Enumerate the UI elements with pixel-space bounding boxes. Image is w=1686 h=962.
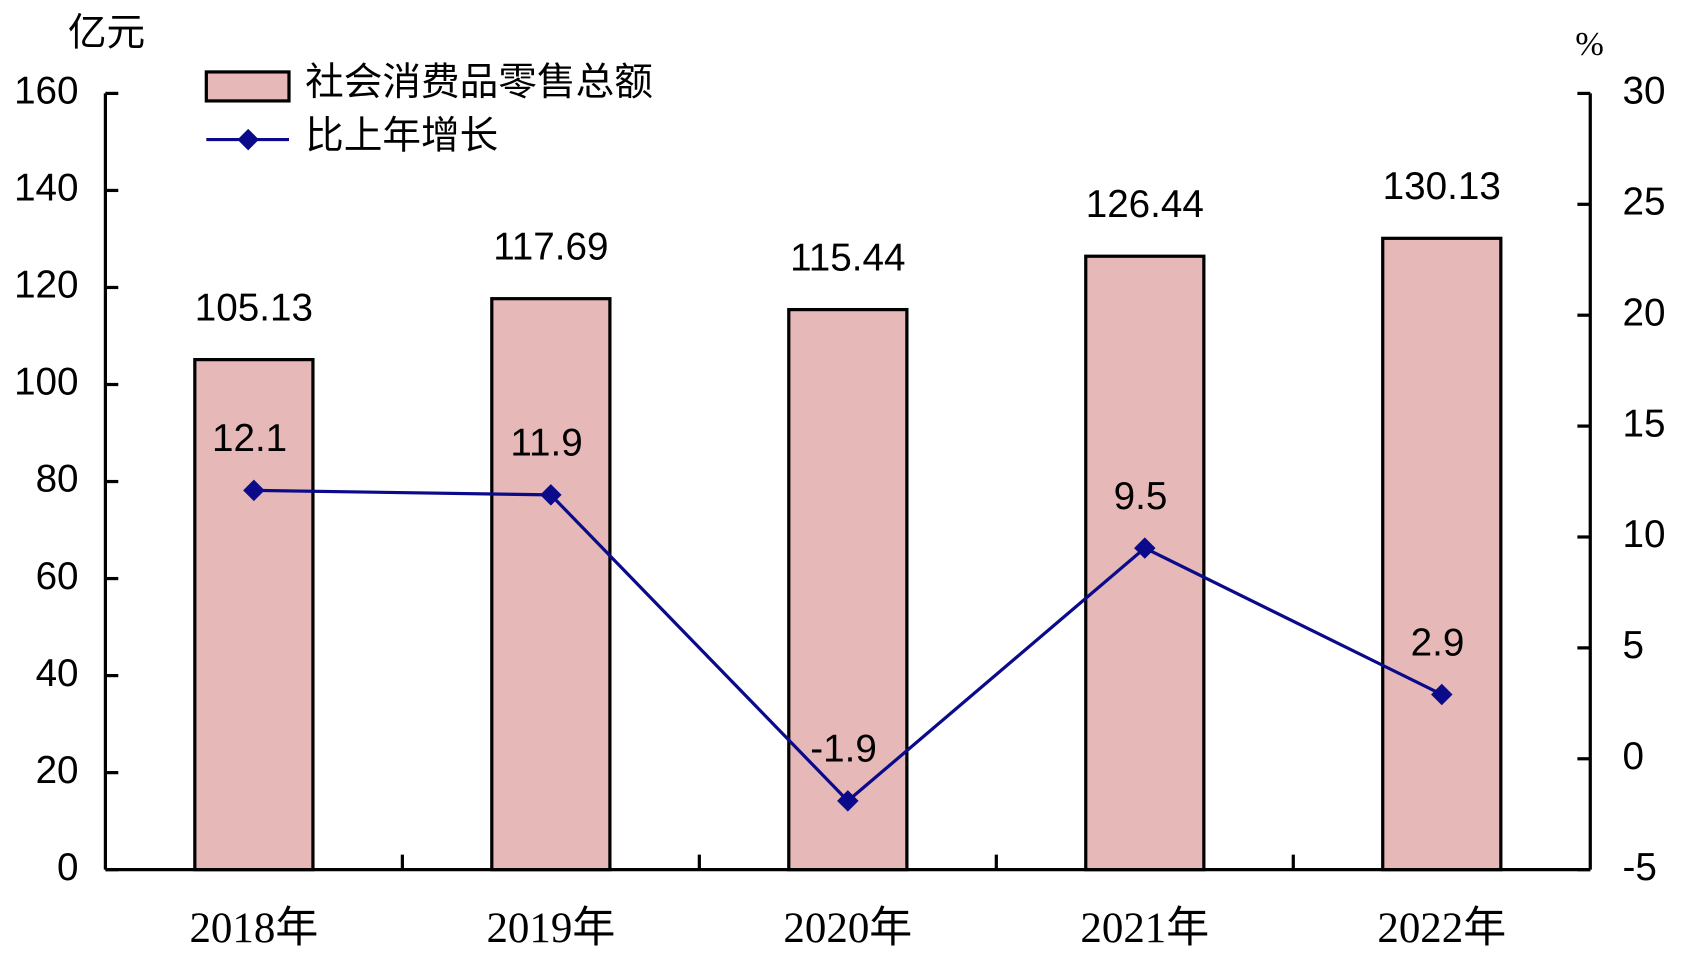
y-tick-label: 60 — [36, 555, 79, 598]
line-value-label: 2.9 — [1411, 621, 1465, 664]
bar — [787, 307, 909, 872]
y-tick-label: 80 — [36, 458, 79, 501]
line-marker — [243, 479, 265, 502]
bar-value-label: 130.13 — [1383, 165, 1501, 208]
bar — [490, 297, 612, 872]
legend-marker — [237, 128, 259, 151]
line-marker — [540, 484, 562, 506]
bar-value-label: 126.44 — [1086, 183, 1204, 226]
legend-swatch — [204, 70, 291, 103]
line-value-label: 9.5 — [1114, 475, 1168, 518]
x-tick-label: 2022年 — [1377, 905, 1506, 952]
x-tick-label: 2019年 — [486, 905, 615, 952]
y2-tick-label: 5 — [1622, 624, 1644, 667]
y-axis-unit: 亿元 — [68, 12, 145, 54]
y-tick-label: 120 — [14, 264, 78, 307]
y-tick-label: 140 — [14, 167, 78, 210]
legend-label: 比上年增长 — [305, 114, 498, 157]
line-value-label: 11.9 — [510, 422, 582, 465]
line-marker — [1431, 683, 1453, 706]
y-tick-label: 160 — [14, 70, 78, 113]
bar — [193, 358, 315, 872]
y2-tick-label: 0 — [1622, 735, 1644, 778]
y2-tick-label: 20 — [1622, 291, 1665, 334]
bar-value-label: 117.69 — [493, 225, 608, 268]
y-tick-label: 20 — [36, 749, 79, 792]
y2-tick-label: 10 — [1622, 513, 1665, 556]
bar-value-label: 115.44 — [790, 236, 905, 279]
x-tick-label: 2020年 — [783, 905, 912, 952]
y2-tick-label: 25 — [1622, 181, 1665, 224]
bar — [1084, 254, 1206, 872]
bar-value-label: 105.13 — [195, 286, 313, 329]
line-value-label: -1.9 — [810, 728, 877, 771]
x-tick-label: 2021年 — [1080, 905, 1209, 952]
y2-tick-label: -5 — [1622, 846, 1656, 889]
legend-label: 社会消费品零售总额 — [305, 61, 653, 104]
bar — [1381, 236, 1503, 872]
line-value-label: 12.1 — [212, 417, 287, 460]
y-tick-label: 40 — [36, 652, 79, 695]
y-tick-label: 100 — [14, 361, 78, 404]
y-tick-label: 0 — [57, 846, 79, 889]
y2-tick-label: 15 — [1622, 402, 1665, 445]
x-tick-label: 2018年 — [189, 905, 318, 952]
y2-tick-label: 30 — [1622, 70, 1665, 113]
y2-axis-unit: % — [1575, 25, 1604, 63]
